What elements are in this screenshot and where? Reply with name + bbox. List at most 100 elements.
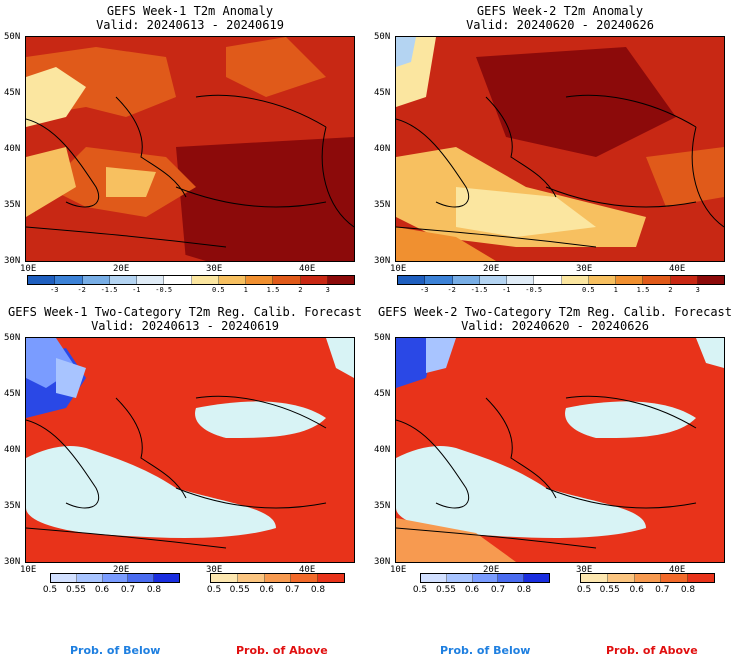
anomaly-color-swatch xyxy=(588,276,616,284)
anomaly-color-swatch xyxy=(643,276,671,284)
prob-below-swatch xyxy=(498,574,525,582)
prob-tick: 0.6 xyxy=(629,585,644,595)
prob-tick: 0.8 xyxy=(516,585,532,595)
prob-tick: 0.8 xyxy=(146,585,162,595)
lon-label-10e: 10E xyxy=(390,565,407,575)
lon-label-40e: 40E xyxy=(299,264,316,274)
lat-label-50n: 50N xyxy=(374,32,391,42)
anomaly-color-swatch xyxy=(425,276,453,284)
prob-above-swatch xyxy=(237,574,265,582)
map-week2-anomaly xyxy=(395,36,725,262)
anomaly-tick: 2 xyxy=(668,286,673,294)
anomaly-color-swatch xyxy=(109,276,137,284)
anomaly-tick: -3 xyxy=(50,286,59,294)
prob-below-swatch xyxy=(421,574,447,582)
prob-below-swatch xyxy=(524,574,549,582)
lon-label-30e: 30E xyxy=(206,264,223,274)
prob-above-swatch xyxy=(634,574,662,582)
panel3-title-line1: GEFS Week-1 Two-Category T2m Reg. Calib.… xyxy=(7,305,362,319)
anomaly-colorbar-ticks-week2: -3 -2 -1.5 -1 -0.5 0.5 1 1.5 2 3 xyxy=(397,286,725,296)
lat-label-35n: 35N xyxy=(374,200,391,210)
coastlines xyxy=(396,395,697,549)
prob-below-swatch xyxy=(102,574,129,582)
anomaly-color-swatch xyxy=(273,276,301,284)
panel1-title-line1: GEFS Week-1 T2m Anomaly xyxy=(106,4,274,18)
prob-above-label-left: Prob. of Above xyxy=(236,644,328,657)
prob-above-swatch xyxy=(661,574,689,582)
prob-below-swatch xyxy=(472,574,499,582)
anomaly-color-swatch xyxy=(452,276,480,284)
coastlines xyxy=(26,395,327,549)
anomaly-color-swatch xyxy=(534,276,562,284)
anomaly-tick: 3 xyxy=(695,286,700,294)
panel2-title-line2: Valid: 20240620 - 20240626 xyxy=(466,18,654,32)
lon-label-20e: 20E xyxy=(483,565,500,575)
lon-label-30e: 30E xyxy=(576,264,593,274)
lon-label-10e: 10E xyxy=(20,565,37,575)
anomaly-field-week2 xyxy=(396,37,724,261)
prob-tick: 0.8 xyxy=(680,585,696,595)
lon-label-20e: 20E xyxy=(113,264,130,274)
panel4-title: GEFS Week-2 Two-Category T2m Reg. Calib.… xyxy=(375,305,735,333)
anomaly-tick: 1 xyxy=(243,286,248,294)
lon-label-40e: 40E xyxy=(669,264,686,274)
anomaly-color-swatch xyxy=(218,276,246,284)
panel4-title-line1: GEFS Week-2 Two-Category T2m Reg. Calib.… xyxy=(377,305,732,319)
lat-label-45n: 45N xyxy=(4,389,21,399)
anomaly-color-swatch xyxy=(561,276,589,284)
anomaly-tick: 1.5 xyxy=(636,286,650,294)
lat-label-50n: 50N xyxy=(4,32,21,42)
prob-above-swatch xyxy=(211,574,238,582)
lat-label-30n: 30N xyxy=(374,557,391,567)
panel1-title-line2: Valid: 20240613 - 20240619 xyxy=(96,18,284,32)
prob-tick: 0.6 xyxy=(464,585,480,595)
prob-above-ticks-week1: 0.5 0.55 0.6 0.7 0.8 xyxy=(207,585,345,597)
panel1-title: GEFS Week-1 T2m Anomaly Valid: 20240613 … xyxy=(25,4,355,32)
anomaly-color-swatch xyxy=(191,276,219,284)
lon-label-40e: 40E xyxy=(669,565,686,575)
anomaly-color-swatch xyxy=(616,276,644,284)
anomaly-color-swatch xyxy=(164,276,192,284)
anomaly-color-swatch xyxy=(246,276,274,284)
prob-above-swatch xyxy=(688,574,714,582)
anomaly-color-swatch xyxy=(479,276,507,284)
lon-label-20e: 20E xyxy=(113,565,130,575)
anomaly-color-swatch xyxy=(507,276,535,284)
prob-below-label-right: Prob. of Below xyxy=(440,644,531,657)
anomaly-tick: 0.5 xyxy=(211,286,225,294)
prob-tick: 0.5 xyxy=(42,585,58,595)
probability-field-week1 xyxy=(26,338,354,562)
anomaly-tick: -0.5 xyxy=(155,286,173,294)
lat-label-40n: 40N xyxy=(374,144,391,154)
anomaly-color-swatch xyxy=(670,276,698,284)
map-week2-probability xyxy=(395,337,725,563)
prob-below-colorbar-week2 xyxy=(420,573,550,583)
prob-below-swatch xyxy=(76,574,103,582)
lat-label-45n: 45N xyxy=(374,389,391,399)
anomaly-tick: -2 xyxy=(77,286,86,294)
lat-label-40n: 40N xyxy=(374,445,391,455)
anomaly-color-swatch xyxy=(697,276,724,284)
prob-tick: 0.55 xyxy=(435,585,457,595)
lat-label-30n: 30N xyxy=(4,557,21,567)
lon-label-30e: 30E xyxy=(576,565,593,575)
anomaly-tick: -1.5 xyxy=(470,286,488,294)
prob-above-colorbar-week2 xyxy=(580,573,715,583)
anomaly-tick: 1 xyxy=(613,286,618,294)
prob-below-label-left: Prob. of Below xyxy=(70,644,161,657)
anomaly-color-swatch xyxy=(28,276,56,284)
prob-tick: 0.8 xyxy=(310,585,326,595)
prob-tick: 0.7 xyxy=(655,585,670,595)
panel2-title-line1: GEFS Week-2 T2m Anomaly xyxy=(476,4,644,18)
prob-above-ticks-week2: 0.5 0.55 0.6 0.7 0.8 xyxy=(577,585,715,597)
anomaly-tick: -2 xyxy=(447,286,456,294)
prob-tick: 0.6 xyxy=(94,585,110,595)
panel2-title: GEFS Week-2 T2m Anomaly Valid: 20240620 … xyxy=(395,4,725,32)
anomaly-tick: 2 xyxy=(298,286,303,294)
lat-label-50n: 50N xyxy=(4,333,21,343)
lon-label-10e: 10E xyxy=(390,264,407,274)
lon-label-10e: 10E xyxy=(20,264,37,274)
prob-tick: 0.55 xyxy=(65,585,87,595)
prob-above-swatch xyxy=(264,574,292,582)
prob-below-ticks-week1: 0.5 0.55 0.6 0.7 0.8 xyxy=(43,585,180,597)
